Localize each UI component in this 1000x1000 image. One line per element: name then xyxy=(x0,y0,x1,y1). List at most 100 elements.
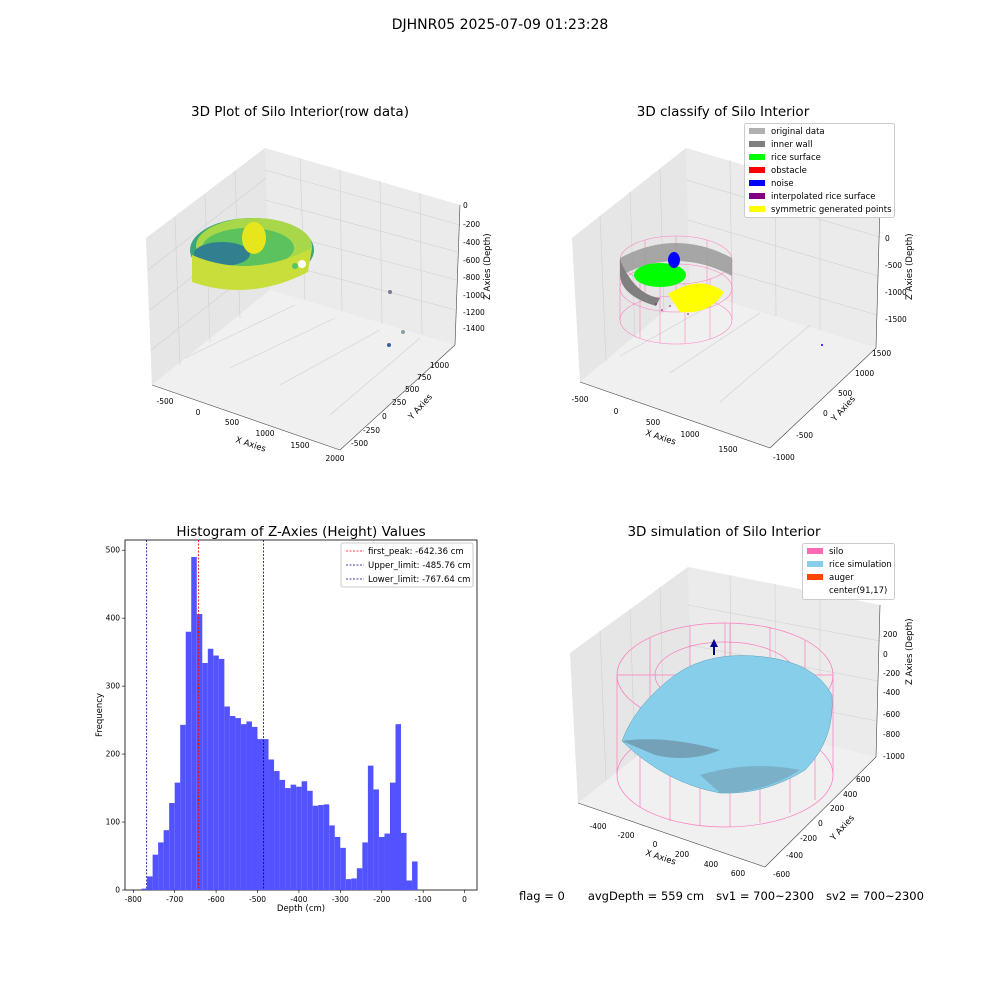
svg-text:original data: original data xyxy=(771,127,825,137)
histogram-bar xyxy=(395,724,402,890)
raw-y-tick: 0 xyxy=(382,412,387,421)
x-tick-label: -200 xyxy=(373,895,390,904)
histogram-bar xyxy=(240,724,247,890)
histogram-bar xyxy=(290,784,297,890)
classify-plot-title: 3D classify of Silo Interior xyxy=(636,104,810,120)
raw-x-tick: -500 xyxy=(156,397,173,406)
histogram-bar xyxy=(345,879,352,890)
histogram-y-label: Frequency xyxy=(95,693,105,737)
histogram-bar xyxy=(263,739,269,890)
classify-y-tick: -500 xyxy=(796,431,813,440)
x-tick-label: -800 xyxy=(125,895,142,904)
raw-3d-plot: -500 0 500 1000 1500 2000 X Axies -500 -… xyxy=(146,148,493,463)
classify-legend: original data inner wall rice surface ob… xyxy=(744,123,895,218)
raw-plot-title: 3D Plot of Silo Interior(row data) xyxy=(191,104,409,120)
svg-text:inner wall: inner wall xyxy=(771,140,812,150)
histogram-bar xyxy=(406,880,413,890)
figure-title: DJHNR05 2025-07-09 01:23:28 xyxy=(391,17,609,33)
histogram-y-ticks: 0 100 200 300 400 500 xyxy=(106,546,125,895)
classify-y-tick: 1000 xyxy=(855,369,874,378)
raw-z-label: Z Axies (Depth) xyxy=(483,233,493,300)
histogram-bar xyxy=(180,724,186,890)
classify-z-tick: -1500 xyxy=(885,315,907,324)
legend-inner-wall: inner wall xyxy=(749,140,812,150)
raw-x-tick: 1500 xyxy=(290,441,309,450)
histogram-title: Histogram of Z-Axies (Height) Values xyxy=(176,524,426,540)
histogram-bar xyxy=(274,771,280,890)
classify-y-tick: 500 xyxy=(838,389,853,398)
x-tick-label: -700 xyxy=(166,895,183,904)
classify-x-label: X Axies xyxy=(644,428,677,447)
raw-z-tick: -1200 xyxy=(463,308,485,317)
simulation-y-tick: 400 xyxy=(843,790,858,799)
histogram-bars xyxy=(141,556,418,890)
x-tick-label: -300 xyxy=(332,895,349,904)
raw-y-tick: 750 xyxy=(417,373,432,382)
svg-text:first_peak: -642.36 cm: first_peak: -642.36 cm xyxy=(368,547,464,557)
raw-y-tick: 1000 xyxy=(430,361,449,370)
classify-z-tick: 0 xyxy=(885,234,890,243)
avg-depth-text: avgDepth = 559 cm xyxy=(587,889,705,903)
svg-text:center(91,17): center(91,17) xyxy=(829,586,887,596)
legend-obstacle: obstacle xyxy=(749,166,807,176)
simulation-z-tick: -400 xyxy=(883,688,900,697)
simulation-y-tick: -400 xyxy=(786,851,803,860)
x-tick-label: 0 xyxy=(462,895,467,904)
svg-text:rice simulation: rice simulation xyxy=(829,560,892,570)
status-footer: flag = 0 avgDepth = 559 cm sv1 = 700~2300… xyxy=(519,889,936,903)
legend-interpolated-rice-surface: interpolated rice surface xyxy=(749,192,876,202)
x-tick-label: -500 xyxy=(249,895,266,904)
histogram-legend: first_peak: -642.36 cm Upper_limit: -485… xyxy=(340,542,474,588)
simulation-x-tick: 200 xyxy=(675,850,690,859)
histogram-bar xyxy=(301,781,308,890)
histogram-bar xyxy=(312,805,319,890)
svg-text:Lower_limit: -767.64 cm: Lower_limit: -767.64 cm xyxy=(368,575,470,585)
histogram-bar xyxy=(367,765,374,890)
svg-text:interpolated rice surface: interpolated rice surface xyxy=(771,192,876,202)
legend-noise: noise xyxy=(749,179,794,189)
legend-rice-surface: rice surface xyxy=(749,153,821,163)
raw-z-tick: -1400 xyxy=(463,324,485,333)
histogram-bar xyxy=(296,786,302,890)
classify-x-tick: 500 xyxy=(646,418,661,427)
histogram-bar xyxy=(158,842,164,890)
histogram-bar xyxy=(307,790,313,890)
legend-upper-limit: Upper_limit: -485.76 cm xyxy=(346,561,471,571)
raw-x-tick: 500 xyxy=(225,418,240,427)
svg-text:obstacle: obstacle xyxy=(771,166,807,176)
histogram-bar xyxy=(213,655,219,890)
simulation-x-tick: 0 xyxy=(653,840,658,849)
histogram-bar xyxy=(152,854,159,890)
raw-y-tick: 250 xyxy=(392,398,407,407)
y-tick-label: 100 xyxy=(106,818,121,827)
legend-rice-simulation: rice simulation xyxy=(807,560,892,570)
histogram-bar xyxy=(318,805,324,890)
histogram-bar xyxy=(268,759,275,890)
histogram-bar xyxy=(224,706,230,890)
simulation-x-tick: 400 xyxy=(704,860,719,869)
classify-y-tick: -1000 xyxy=(773,453,795,462)
y-tick-label: 0 xyxy=(115,886,120,895)
svg-text:noise: noise xyxy=(771,179,794,189)
svg-text:rice surface: rice surface xyxy=(771,153,821,163)
raw-x-tick: 2000 xyxy=(325,454,344,463)
simulation-x-tick: -200 xyxy=(617,831,634,840)
histogram-bar xyxy=(207,648,214,890)
histogram-bar xyxy=(251,726,258,890)
histogram-bar xyxy=(323,804,330,890)
simulation-y-tick: -600 xyxy=(773,870,790,879)
simulation-y-tick: 200 xyxy=(830,804,845,813)
x-tick-label: -100 xyxy=(415,895,432,904)
simulation-z-tick: 0 xyxy=(883,650,888,659)
classify-z-tick: -1000 xyxy=(885,288,907,297)
histogram-bar xyxy=(356,868,363,890)
classify-z-tick: -500 xyxy=(885,261,902,270)
classify-y-tick: 0 xyxy=(823,409,828,418)
raw-x-tick: 0 xyxy=(196,408,201,417)
raw-z-tick: 0 xyxy=(463,201,468,210)
histogram-bar xyxy=(389,782,396,890)
histogram-bar xyxy=(218,658,225,890)
svg-text:auger: auger xyxy=(829,573,854,583)
raw-x-tick: 1000 xyxy=(255,429,274,438)
raw-z-tick: -1000 xyxy=(463,291,485,300)
